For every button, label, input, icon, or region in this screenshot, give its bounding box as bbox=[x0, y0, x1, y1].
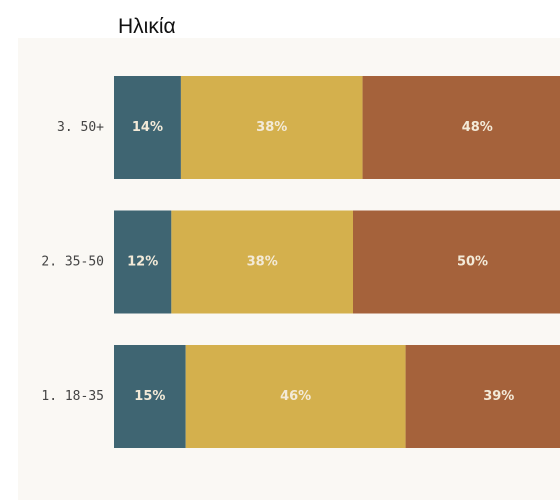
value-label: 14% bbox=[132, 120, 163, 135]
value-label: 46% bbox=[280, 389, 311, 404]
bar-segment bbox=[362, 76, 560, 179]
value-label: 38% bbox=[247, 255, 278, 270]
chart-title: Ηλικία bbox=[118, 15, 176, 38]
category-label: 1. 18-35 bbox=[41, 389, 104, 404]
value-label: 15% bbox=[134, 389, 165, 404]
bar-segment bbox=[185, 345, 406, 448]
value-label: 12% bbox=[127, 255, 158, 270]
value-label: 39% bbox=[483, 389, 514, 404]
bar-segment bbox=[114, 76, 181, 179]
category-label: 3. 50+ bbox=[57, 120, 104, 135]
bar-segment bbox=[114, 345, 186, 448]
value-label: 50% bbox=[457, 255, 488, 270]
bar-segment bbox=[353, 210, 560, 314]
value-label: 38% bbox=[256, 120, 287, 135]
value-label: 48% bbox=[462, 120, 493, 135]
bar-segment bbox=[180, 76, 363, 179]
bar-segment bbox=[405, 345, 560, 448]
category-label: 2. 35-50 bbox=[41, 255, 104, 270]
bar-segment bbox=[114, 210, 172, 314]
bar-segment bbox=[171, 210, 353, 314]
